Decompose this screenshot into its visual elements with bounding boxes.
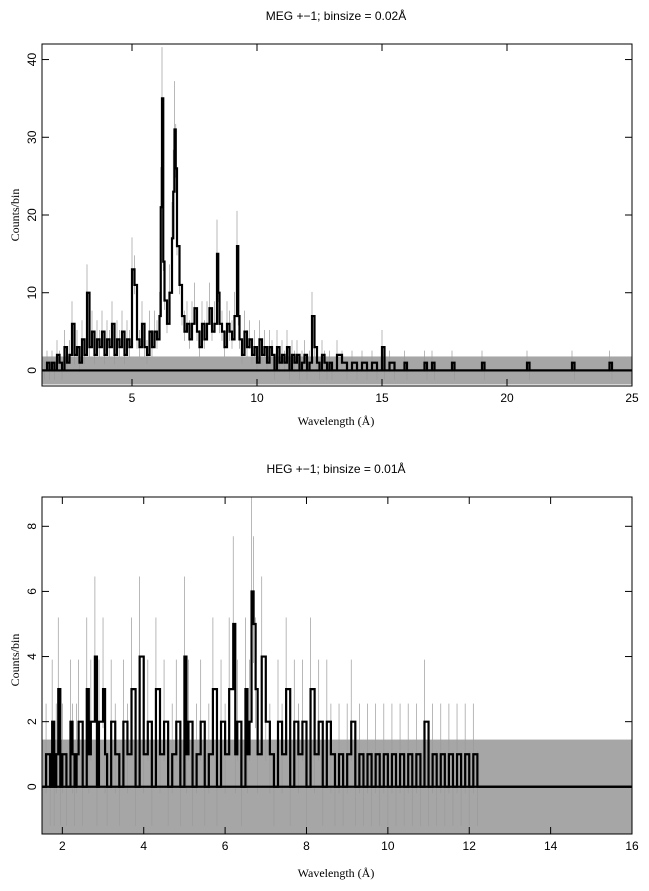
heg-plot-frame	[41, 496, 633, 835]
meg-x-tick-label-4: 25	[625, 391, 639, 405]
meg-y-tick-label-3: 30	[25, 130, 39, 144]
meg-y-tick-label-4: 40	[25, 53, 39, 67]
heg-y-tick-label-3: 6	[25, 588, 39, 595]
heg-y-axis-label: Counts/bin	[8, 634, 22, 687]
heg-x-tick-label-5: 12	[463, 839, 477, 853]
heg-x-tick-label-2: 6	[222, 839, 229, 853]
heg-x-tick-label-6: 14	[544, 839, 558, 853]
heg-x-tick-label-7: 16	[625, 839, 639, 853]
meg-plot-frame	[41, 43, 633, 387]
heg-y-tick-label-4: 8	[25, 523, 39, 530]
meg-spectrum-line	[42, 97, 632, 372]
heg-panel: HEG +−1; binsize = 0.01Å Wavelength (Å) …	[8, 461, 639, 880]
meg-panel: MEG +−1; binsize = 0.02Å Wavelength (Å) …	[8, 8, 639, 428]
heg-y-tick-label-1: 2	[25, 718, 39, 725]
meg-x-tick-label-2: 15	[375, 391, 389, 405]
meg-x-axis-label: Wavelength (Å)	[298, 414, 375, 428]
meg-y-tick-label-2: 20	[25, 208, 39, 222]
meg-x-tick-label-3: 20	[500, 391, 514, 405]
heg-y-tick-label-2: 4	[25, 653, 39, 660]
heg-x-tick-label-3: 8	[303, 839, 310, 853]
meg-x-tick-label-1: 10	[250, 391, 264, 405]
heg-x-tick-label-1: 4	[140, 839, 147, 853]
heg-y-tick-label-0: 0	[25, 783, 39, 790]
meg-x-tick-label-0: 5	[129, 391, 136, 405]
heg-title: HEG +−1; binsize = 0.01Å	[266, 461, 405, 476]
meg-title: MEG +−1; binsize = 0.02Å	[266, 8, 406, 23]
heg-x-axis-label: Wavelength (Å)	[298, 866, 375, 880]
meg-y-tick-label-1: 10	[25, 286, 39, 300]
heg-x-tick-label-4: 10	[381, 839, 395, 853]
meg-y-axis-label: Counts/bin	[8, 189, 22, 242]
heg-x-tick-label-0: 2	[59, 839, 66, 853]
meg-y-tick-label-0: 0	[25, 367, 39, 374]
